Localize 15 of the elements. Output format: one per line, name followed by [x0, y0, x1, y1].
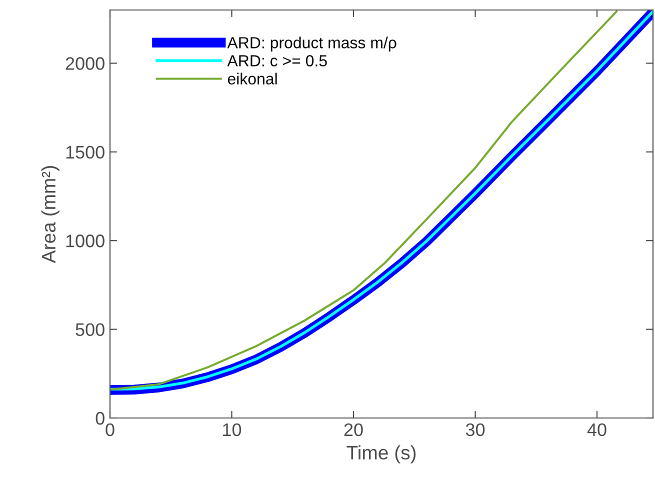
y-tick-label: 1000	[66, 234, 104, 248]
x-axis-title: Time (s)	[346, 445, 416, 464]
y-tick-label: 2000	[66, 57, 104, 70]
legend-label: eikonal	[228, 72, 277, 85]
legend-label: ARD: product mass m/ρ	[227, 36, 396, 52]
y-tick-label: 1500	[66, 146, 104, 159]
x-tick-label: 10	[223, 423, 242, 436]
y-tick-label: 0	[96, 412, 104, 425]
y-tick-label: 500	[76, 323, 104, 336]
y-axis-title: Area (mm²)	[41, 166, 60, 264]
x-tick-label: 30	[466, 423, 485, 436]
x-tick-label: 40	[587, 423, 606, 436]
legend-label: ARD: c >= 0.5	[227, 55, 327, 66]
x-tick-label: 20	[344, 423, 363, 436]
x-tick-label: 0	[106, 423, 114, 436]
